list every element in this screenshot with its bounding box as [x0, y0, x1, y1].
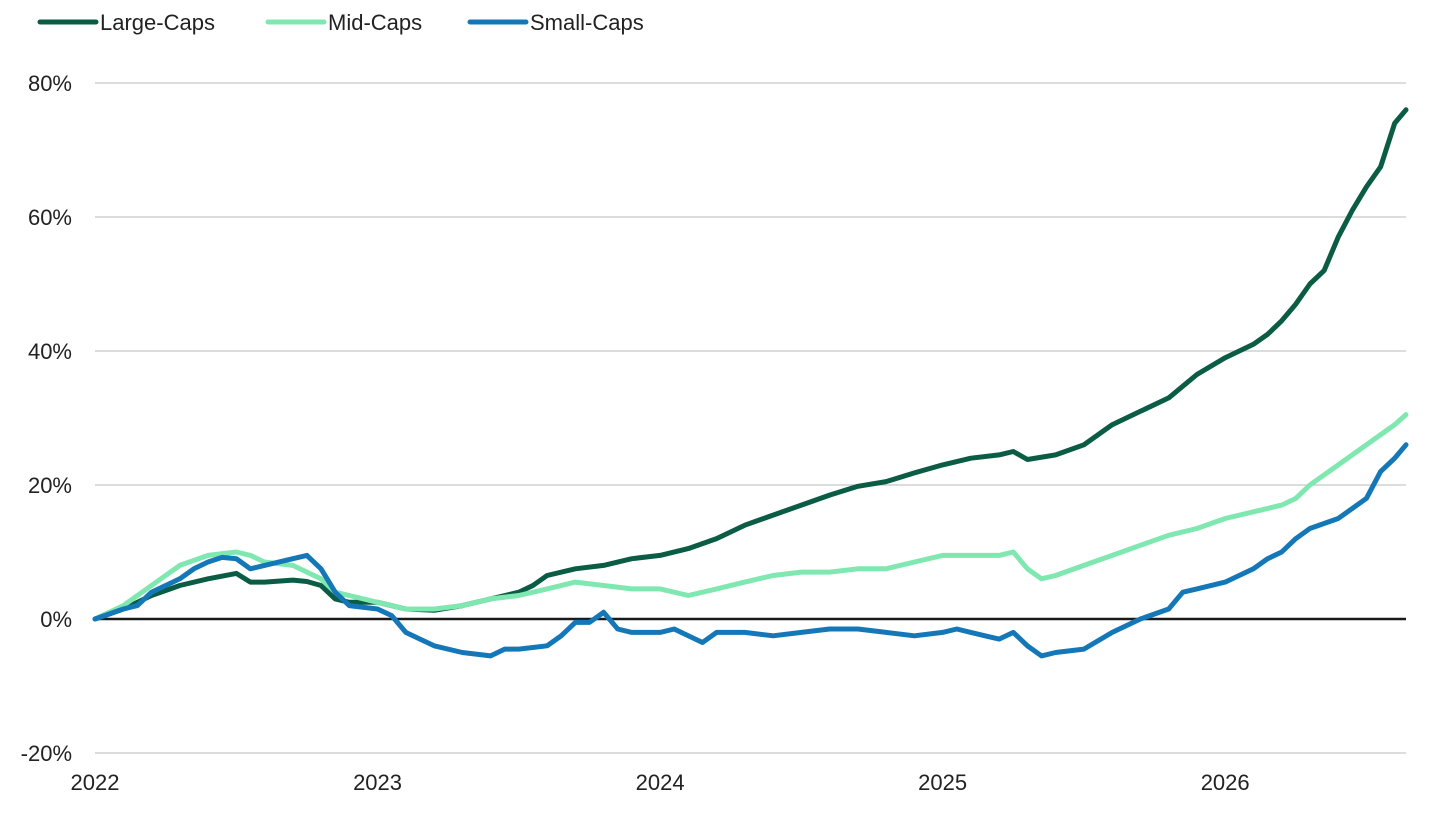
x-tick-label: 2025 — [918, 770, 967, 795]
y-axis-ticks: 80% 60% 40% 20% 0% -20% — [21, 71, 72, 766]
y-tick-label: -20% — [21, 741, 72, 766]
x-tick-label: 2024 — [636, 770, 685, 795]
grid-lines — [95, 82, 1406, 754]
series-lines — [92, 107, 1409, 659]
y-tick-label: 60% — [28, 205, 72, 230]
x-axis-ticks: 2022 2023 2024 2025 2026 — [71, 770, 1250, 795]
x-tick-label: 2022 — [71, 770, 120, 795]
y-tick-label: 0% — [40, 607, 72, 632]
legend-label: Large-Caps — [100, 10, 215, 35]
x-tick-label: 2026 — [1201, 770, 1250, 795]
y-tick-label: 80% — [28, 71, 72, 96]
y-tick-label: 40% — [28, 339, 72, 364]
series-line-small-caps — [92, 442, 1409, 659]
legend: Large-Caps Mid-Caps Small-Caps — [37, 10, 644, 35]
series-line-large-caps — [92, 107, 1409, 622]
y-tick-label: 20% — [28, 473, 72, 498]
legend-label: Small-Caps — [530, 10, 644, 35]
legend-label: Mid-Caps — [328, 10, 422, 35]
x-tick-label: 2023 — [353, 770, 402, 795]
series-line-mid-caps — [92, 412, 1409, 622]
